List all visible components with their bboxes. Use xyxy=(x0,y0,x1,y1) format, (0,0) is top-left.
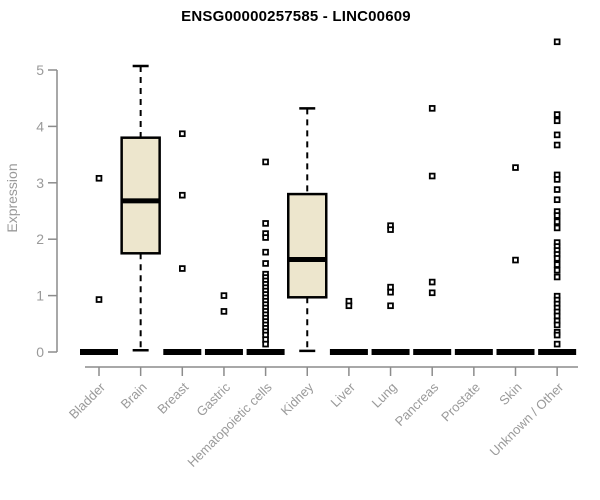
x-tick-label: Skin xyxy=(496,380,524,408)
outlier-point xyxy=(553,331,561,339)
outlier-point xyxy=(553,312,561,320)
outlier-point xyxy=(220,308,228,315)
x-tick-label: Pancreas xyxy=(392,379,442,429)
zero-box-bar xyxy=(80,349,118,355)
y-tick-label: 4 xyxy=(36,118,44,134)
outlier-point xyxy=(553,141,561,149)
outlier-point xyxy=(553,212,561,219)
x-tick-label: Liver xyxy=(327,379,358,410)
x-tick-label: Unknown / Other xyxy=(487,379,567,459)
outlier-point xyxy=(178,191,186,199)
outlier-point xyxy=(262,234,269,241)
y-tick-label: 5 xyxy=(36,62,44,78)
outlier-point xyxy=(553,273,561,281)
outlier-point xyxy=(553,186,561,193)
y-tick-label: 3 xyxy=(36,175,44,191)
zero-box-bar xyxy=(454,349,493,355)
chart-title: ENSG00000257585 - LINC00609 xyxy=(181,8,411,25)
outlier-point xyxy=(262,260,269,267)
y-tick-label: 2 xyxy=(36,231,44,247)
zero-box-bar xyxy=(163,349,202,355)
zero-box-bar xyxy=(371,349,410,355)
y-tick-label: 1 xyxy=(36,288,44,304)
outlier-point xyxy=(428,105,436,112)
x-tick-label: Lung xyxy=(369,380,400,411)
x-tick-label: Prostate xyxy=(438,380,483,425)
box xyxy=(120,136,161,255)
outlier-point xyxy=(387,302,394,310)
outlier-point xyxy=(178,130,186,138)
outlier-point xyxy=(95,296,103,303)
outlier-point xyxy=(387,288,394,296)
outlier-point xyxy=(553,266,561,274)
outlier-point xyxy=(553,117,561,125)
outlier-point xyxy=(512,256,519,264)
outlier-point xyxy=(262,340,269,348)
outlier-point xyxy=(553,111,561,118)
outlier-point xyxy=(553,255,561,262)
outlier-point xyxy=(95,174,103,182)
outlier-point xyxy=(428,172,436,180)
outlier-point xyxy=(262,158,269,166)
outlier-point xyxy=(345,302,353,310)
median-line xyxy=(288,257,327,263)
outlier-point xyxy=(387,283,394,291)
outlier-point xyxy=(428,278,436,286)
outlier-point xyxy=(178,265,186,272)
outlier-point xyxy=(553,261,561,268)
outlier-point xyxy=(553,321,561,329)
outlier-point xyxy=(553,224,561,232)
box xyxy=(287,192,328,299)
outlier-point xyxy=(553,218,561,226)
x-tick-label: Kidney xyxy=(278,379,317,418)
outlier-point xyxy=(553,176,561,183)
outlier-point xyxy=(262,248,269,256)
outlier-point xyxy=(553,340,561,348)
x-tick-label: Brain xyxy=(118,380,150,412)
outlier-point xyxy=(553,196,561,204)
x-tick-label: Gastric xyxy=(193,379,233,419)
y-tick-label: 0 xyxy=(36,344,44,360)
outlier-point xyxy=(262,220,269,227)
outlier-point xyxy=(553,38,561,46)
zero-box-bar xyxy=(246,349,285,355)
x-tick-label: Breast xyxy=(154,379,191,416)
outlier-point xyxy=(387,226,394,233)
zero-box-bar xyxy=(329,349,368,355)
outlier-point xyxy=(553,131,561,139)
zero-box-bar xyxy=(538,349,577,355)
median-line xyxy=(121,198,160,204)
zero-box-bar xyxy=(204,349,243,355)
zero-box-bar xyxy=(413,349,452,355)
zero-box-bar xyxy=(496,349,535,355)
outlier-point xyxy=(220,292,228,299)
outlier-point xyxy=(428,289,436,297)
outlier-point xyxy=(512,164,519,171)
x-tick-label: Bladder xyxy=(66,379,109,422)
